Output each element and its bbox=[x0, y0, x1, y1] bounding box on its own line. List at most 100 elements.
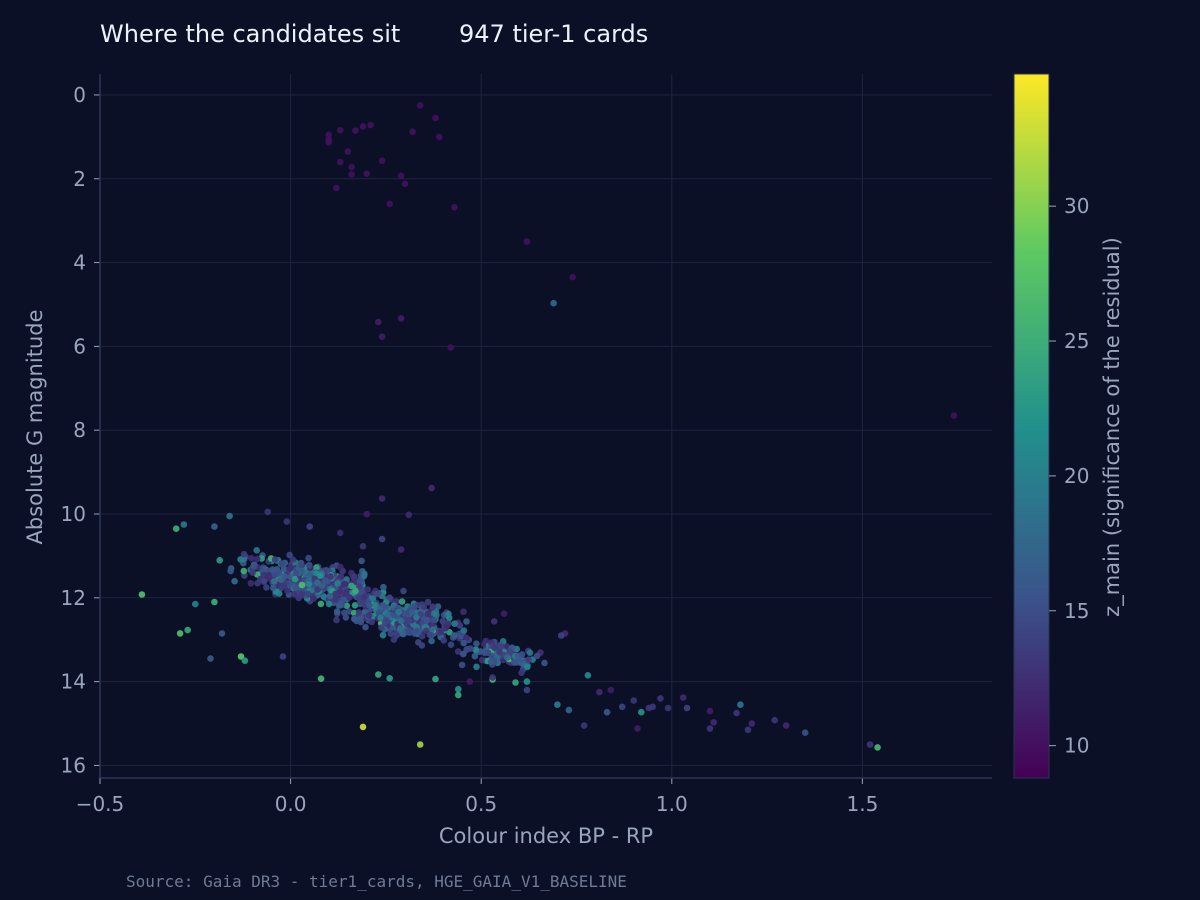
data-point bbox=[260, 564, 267, 571]
data-point bbox=[523, 686, 531, 694]
data-point bbox=[638, 708, 645, 716]
data-point bbox=[782, 722, 790, 729]
data-point bbox=[460, 650, 467, 658]
data-point bbox=[874, 744, 881, 751]
data-point bbox=[440, 637, 448, 644]
data-point bbox=[554, 701, 561, 708]
data-point bbox=[241, 657, 249, 664]
data-point bbox=[460, 639, 468, 647]
data-point bbox=[334, 580, 341, 587]
data-point bbox=[366, 602, 373, 609]
data-point bbox=[397, 172, 405, 180]
data-point bbox=[518, 669, 525, 677]
data-point bbox=[317, 600, 325, 608]
data-point bbox=[523, 238, 531, 245]
data-point bbox=[306, 561, 313, 569]
data-point bbox=[748, 720, 756, 727]
colorbar-label: z_main (significance of the residual) bbox=[1100, 237, 1125, 617]
data-point bbox=[305, 580, 313, 588]
data-point bbox=[430, 610, 438, 617]
data-point bbox=[473, 663, 480, 671]
data-point bbox=[496, 648, 503, 656]
y-tick-label: 0 bbox=[73, 83, 86, 107]
data-point bbox=[455, 685, 462, 693]
y-tick-label: 2 bbox=[73, 167, 86, 191]
data-point bbox=[266, 572, 273, 579]
y-tick-label: 4 bbox=[73, 251, 86, 275]
data-point bbox=[180, 521, 188, 528]
data-point bbox=[413, 614, 420, 621]
data-point bbox=[557, 632, 565, 639]
data-point bbox=[240, 550, 248, 558]
colorbar-tick-label: 30 bbox=[1064, 194, 1089, 218]
data-point bbox=[634, 725, 641, 732]
x-tick-label: 0.5 bbox=[465, 792, 497, 816]
data-point bbox=[313, 564, 320, 571]
y-tick-label: 16 bbox=[61, 753, 86, 777]
data-point bbox=[333, 616, 340, 624]
data-point bbox=[420, 603, 428, 611]
data-point bbox=[405, 511, 413, 519]
data-point bbox=[291, 575, 299, 583]
data-point bbox=[413, 628, 420, 635]
data-point bbox=[325, 600, 333, 608]
data-point bbox=[400, 587, 407, 595]
x-tick-label: −0.5 bbox=[76, 792, 125, 816]
data-point bbox=[480, 648, 488, 656]
data-point bbox=[351, 615, 358, 623]
data-point bbox=[357, 614, 364, 621]
data-point bbox=[500, 610, 508, 617]
data-point bbox=[478, 656, 486, 664]
data-point bbox=[271, 556, 279, 563]
data-point bbox=[352, 587, 359, 595]
data-point bbox=[314, 579, 321, 586]
chart-subtitle: 947 tier-1 cards bbox=[459, 20, 649, 48]
data-point bbox=[618, 703, 626, 711]
x-tick-label: 1.5 bbox=[846, 792, 878, 816]
data-point bbox=[466, 678, 474, 685]
data-point bbox=[390, 611, 397, 619]
y-tick-label: 8 bbox=[73, 418, 86, 442]
data-point bbox=[378, 495, 386, 502]
data-point bbox=[447, 641, 455, 648]
data-point bbox=[511, 659, 518, 666]
data-point bbox=[683, 704, 691, 712]
data-point bbox=[415, 639, 422, 646]
data-point bbox=[326, 592, 334, 600]
data-point bbox=[295, 594, 303, 602]
data-point bbox=[332, 590, 339, 598]
data-point bbox=[260, 571, 267, 579]
data-point bbox=[352, 127, 359, 134]
colorbar-tick-label: 15 bbox=[1064, 599, 1089, 623]
data-point bbox=[372, 601, 379, 609]
data-point bbox=[378, 624, 385, 631]
data-point bbox=[216, 557, 223, 564]
data-point bbox=[377, 614, 384, 622]
data-point bbox=[657, 695, 664, 702]
data-point bbox=[376, 609, 383, 616]
data-point bbox=[176, 630, 184, 637]
data-point bbox=[325, 131, 333, 139]
data-point bbox=[375, 671, 382, 678]
data-point bbox=[298, 561, 305, 568]
data-point bbox=[379, 631, 387, 639]
data-point bbox=[363, 170, 371, 177]
data-point bbox=[460, 627, 468, 634]
data-point bbox=[679, 694, 687, 701]
axes: −0.5 0.0 0.5 1.0 1.5 0 2 4 6 8 10 12 14 16 bbox=[61, 74, 992, 816]
data-point bbox=[381, 619, 389, 626]
data-point bbox=[281, 573, 289, 580]
data-point bbox=[424, 610, 432, 618]
y-tick-label: 10 bbox=[61, 502, 86, 526]
data-point bbox=[397, 315, 405, 322]
data-point bbox=[359, 723, 367, 731]
data-point bbox=[490, 618, 498, 625]
data-point bbox=[471, 652, 479, 660]
data-point bbox=[348, 171, 355, 178]
data-point bbox=[428, 484, 435, 492]
data-point bbox=[487, 658, 495, 666]
data-point bbox=[275, 590, 283, 597]
data-point bbox=[525, 656, 532, 663]
data-point bbox=[292, 569, 300, 577]
